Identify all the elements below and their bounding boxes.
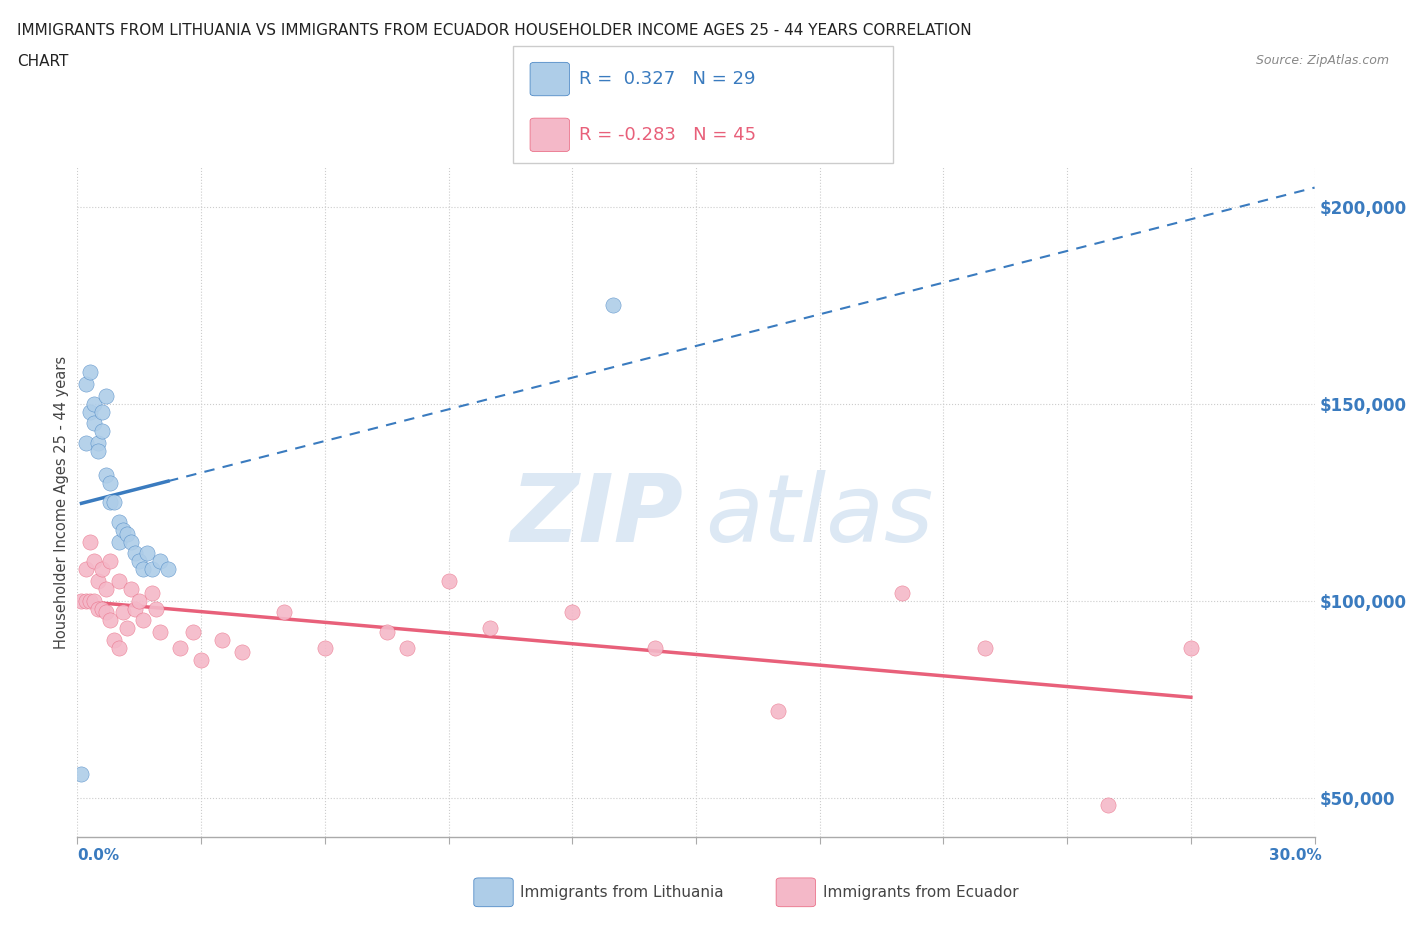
Point [1097, 798, 1119, 813]
Point [136, 546, 159, 561]
Point [107, 514, 129, 529]
Point [120, 534, 142, 549]
Point [124, 546, 146, 561]
Point [98, 495, 121, 510]
Text: IMMIGRANTS FROM LITHUANIA VS IMMIGRANTS FROM ECUADOR HOUSEHOLDER INCOME AGES 25 : IMMIGRANTS FROM LITHUANIA VS IMMIGRANTS … [17, 23, 972, 38]
Point [83, 593, 105, 608]
Point [91, 424, 114, 439]
Point [973, 641, 995, 656]
Text: R = -0.283   N = 45: R = -0.283 N = 45 [579, 126, 756, 144]
Text: CHART: CHART [17, 54, 69, 69]
Point [149, 625, 172, 640]
Point [111, 523, 134, 538]
Text: Immigrants from Lithuania: Immigrants from Lithuania [520, 884, 724, 900]
Text: Source: ZipAtlas.com: Source: ZipAtlas.com [1256, 54, 1389, 67]
Point [75, 377, 97, 392]
Point [98, 613, 121, 628]
Point [91, 562, 114, 577]
Text: atlas: atlas [706, 470, 934, 561]
Point [132, 562, 155, 577]
Point [211, 632, 233, 647]
Y-axis label: Householder Income Ages 25 - 44 years: Householder Income Ages 25 - 44 years [53, 355, 69, 649]
Point [107, 574, 129, 589]
Point [96, 389, 118, 404]
Point [107, 534, 129, 549]
Point [96, 605, 118, 620]
Point [190, 652, 212, 667]
Point [75, 435, 97, 450]
Point [111, 605, 134, 620]
Point [83, 396, 105, 411]
Point [157, 562, 180, 577]
Point [169, 641, 191, 656]
Point [396, 641, 419, 656]
Point [83, 554, 105, 569]
Point [98, 475, 121, 490]
Point [149, 554, 172, 569]
Point [314, 641, 336, 656]
Point [87, 444, 110, 458]
Text: 0.0%: 0.0% [77, 848, 120, 863]
Point [602, 298, 624, 312]
Point [128, 554, 150, 569]
Point [141, 585, 163, 600]
Point [79, 365, 101, 379]
Point [70, 593, 93, 608]
Text: R =  0.327   N = 29: R = 0.327 N = 29 [579, 70, 756, 88]
Point [79, 593, 101, 608]
Point [231, 644, 253, 659]
Point [644, 641, 666, 656]
Point [115, 621, 138, 636]
Point [103, 632, 125, 647]
Point [891, 585, 914, 600]
Point [1180, 641, 1202, 656]
Point [87, 601, 110, 616]
Point [70, 766, 93, 781]
Point [273, 605, 295, 620]
Point [91, 601, 114, 616]
Point [124, 601, 146, 616]
Point [120, 581, 142, 596]
Point [141, 562, 163, 577]
Point [128, 593, 150, 608]
Point [79, 405, 101, 419]
Point [75, 562, 97, 577]
Point [561, 605, 583, 620]
Point [83, 416, 105, 431]
Point [87, 574, 110, 589]
Point [145, 601, 167, 616]
Text: 30.0%: 30.0% [1268, 848, 1322, 863]
Point [375, 625, 398, 640]
Point [103, 495, 125, 510]
Point [107, 641, 129, 656]
Point [98, 554, 121, 569]
Point [437, 574, 460, 589]
Point [87, 435, 110, 450]
Point [75, 593, 97, 608]
Point [79, 534, 101, 549]
Text: ZIP: ZIP [510, 470, 683, 562]
Point [768, 703, 790, 718]
Point [96, 581, 118, 596]
Point [478, 621, 501, 636]
Point [115, 526, 138, 541]
Point [96, 467, 118, 482]
Point [132, 613, 155, 628]
Point [181, 625, 204, 640]
Text: Immigrants from Ecuador: Immigrants from Ecuador [823, 884, 1018, 900]
Point [91, 405, 114, 419]
